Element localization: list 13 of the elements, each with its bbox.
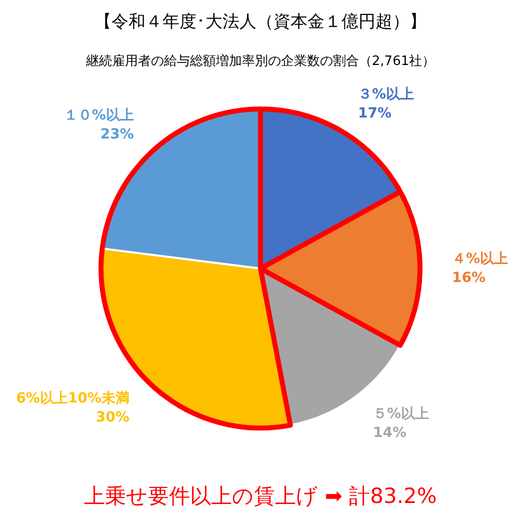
slice-label: ５%以上 bbox=[373, 406, 430, 422]
slice-label: ４%以上 bbox=[452, 251, 508, 268]
chart-title: 【令和４年度･大法人（資本金１億円超）】 bbox=[94, 11, 428, 33]
slice-label: １０%以上 bbox=[64, 107, 134, 124]
slice-label: ３%以上 bbox=[358, 86, 414, 102]
chart-subtitle: 継続雇用者の給与総額増加率別の企業数の割合（2,761社） bbox=[84, 52, 436, 70]
data-label: 14% bbox=[373, 425, 407, 442]
data-label: 17% bbox=[358, 105, 392, 122]
data-label: 23% bbox=[100, 126, 134, 142]
slice-label: 6%以上10%未満 bbox=[16, 390, 130, 407]
data-label: 16% bbox=[452, 270, 486, 286]
data-label: 30% bbox=[96, 410, 130, 426]
text: 上乗せ要件以上の賃上げ ➡ 計83.2% bbox=[83, 483, 438, 510]
